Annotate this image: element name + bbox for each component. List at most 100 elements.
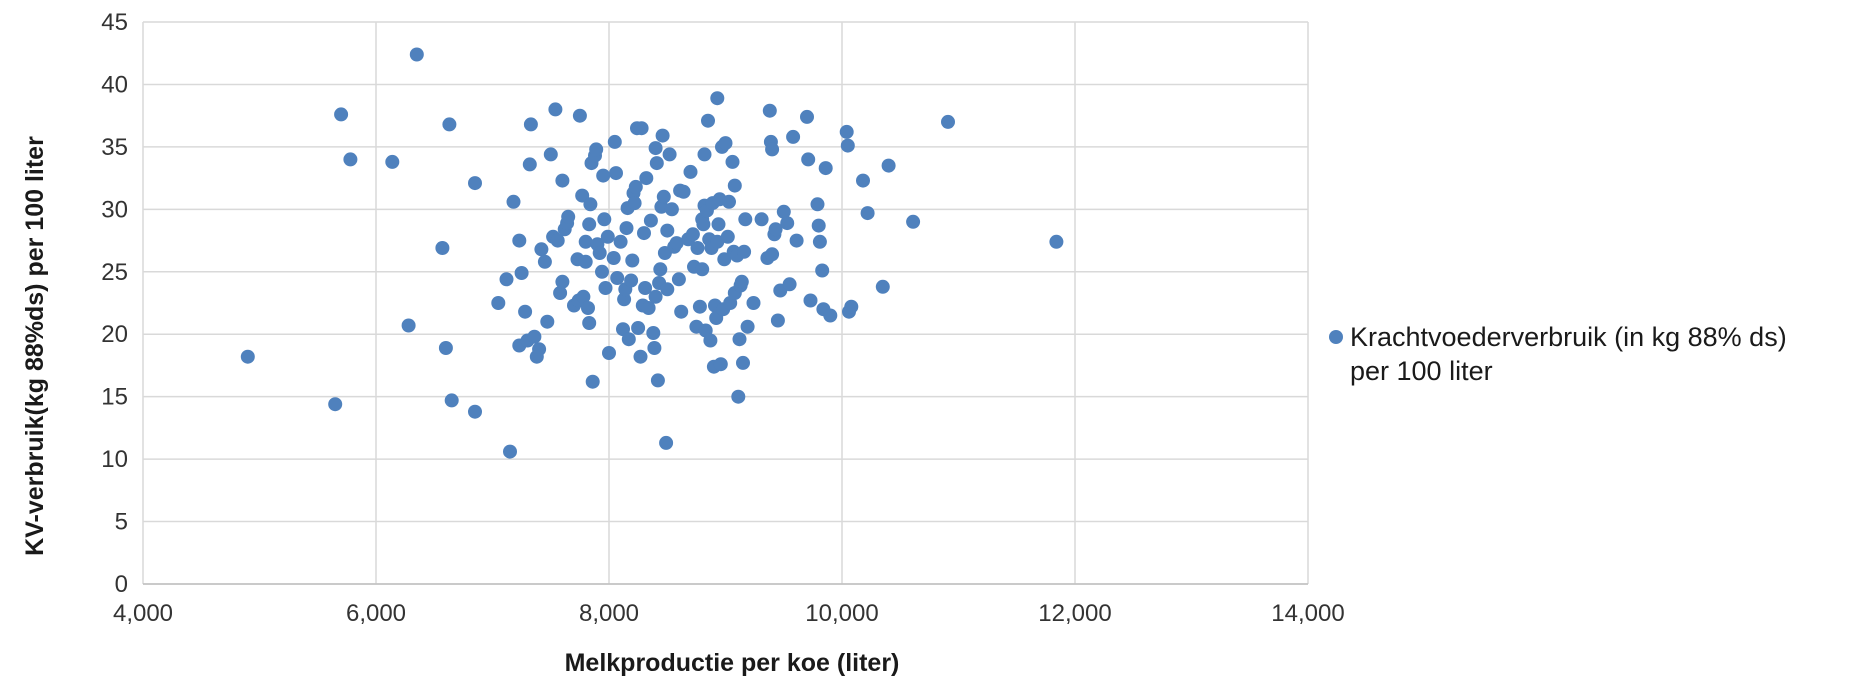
scatter-point — [731, 389, 746, 404]
scatter-point — [518, 304, 533, 319]
scatter-point — [555, 173, 570, 188]
scatter-point — [727, 178, 742, 193]
scatter-point — [401, 318, 416, 333]
scatter-point — [718, 136, 733, 151]
scatter-point — [523, 117, 538, 132]
scatter-point — [540, 314, 555, 329]
scatter-point — [669, 236, 684, 251]
scatter-point — [840, 138, 855, 153]
scatter-point — [818, 161, 833, 176]
scatter-point — [810, 197, 825, 212]
scatter-point — [664, 202, 679, 217]
x-tick-label: 8,000 — [579, 600, 639, 627]
scatter-point — [589, 142, 604, 157]
y-axis-title: KV-verbruik(kg 88%ds) per 100 liter — [21, 136, 49, 556]
scatter-point — [812, 234, 827, 249]
legend-label: Krachtvoederverbruik (in kg 88% ds) per … — [1350, 322, 1794, 386]
scatter-point — [765, 247, 780, 262]
scatter-point — [585, 374, 600, 389]
scatter-point — [575, 188, 590, 203]
scatter-point — [503, 444, 517, 459]
scatter-point — [789, 233, 804, 248]
scatter-point — [656, 189, 671, 204]
scatter-point — [685, 227, 700, 242]
scatter-point — [803, 293, 818, 308]
scatter-point — [619, 221, 634, 236]
scatter-point — [710, 91, 725, 106]
scatter-point — [600, 229, 615, 244]
scatter-point — [550, 233, 565, 248]
scatter-point — [555, 274, 570, 289]
scatter-point — [659, 435, 674, 450]
scatter-point — [634, 121, 649, 136]
scatter-point — [692, 299, 707, 314]
scatter-point — [786, 129, 801, 144]
scatter-point — [572, 108, 587, 123]
scatter-point — [534, 242, 549, 257]
scatter-point — [711, 217, 726, 232]
scatter-point — [643, 213, 658, 228]
scatter-point — [240, 349, 255, 364]
y-tick-label: 30 — [101, 196, 128, 223]
x-tick-labels: 4,000 6,000 8,000 10,000 12,000 14,000 — [113, 600, 1345, 627]
scatter-point — [576, 289, 591, 304]
scatter-point — [532, 342, 547, 357]
x-tick-label: 4,000 — [113, 600, 173, 627]
scatter-point — [491, 296, 506, 310]
scatter-point — [800, 109, 814, 124]
scatter-point — [736, 355, 750, 370]
scatter-point — [596, 168, 611, 183]
scatter-point — [776, 204, 791, 219]
scatter-point — [641, 301, 656, 315]
y-tick-label: 35 — [101, 134, 128, 161]
scatter-point — [438, 341, 453, 355]
scatter-point — [468, 176, 482, 191]
scatter-point — [674, 304, 689, 319]
scatter-point — [537, 254, 552, 269]
scatter-point — [722, 194, 736, 209]
scatter-point — [334, 107, 349, 122]
scatter-point — [631, 321, 646, 335]
y-tick-label: 5 — [115, 509, 128, 536]
scatter-point — [582, 217, 597, 232]
scatter-point — [740, 319, 755, 334]
scatter-point — [613, 234, 628, 249]
scatter-point — [660, 223, 675, 238]
scatter-point — [543, 147, 558, 162]
y-tick-label: 0 — [115, 571, 128, 598]
x-tick-label: 14,000 — [1271, 600, 1344, 627]
scatter-point — [597, 212, 612, 227]
scatter-point — [595, 264, 609, 279]
legend-label-line-2: per 100 liter — [1350, 356, 1493, 386]
scatter-point — [582, 316, 597, 330]
scatter-point — [839, 124, 854, 139]
scatter-point — [676, 184, 691, 199]
scatter-point — [625, 253, 640, 268]
scatter-point — [811, 218, 826, 233]
scatter-point — [512, 233, 527, 248]
scatter-point — [442, 117, 457, 132]
scatter-point — [734, 274, 749, 289]
legend-marker — [1329, 330, 1343, 344]
scatter-point — [628, 179, 643, 194]
scatter-point — [609, 166, 623, 181]
scatter-point — [770, 313, 785, 328]
scatter-point — [627, 196, 642, 211]
scatter-point — [737, 244, 752, 259]
scatter-point — [548, 102, 563, 117]
scatter-point — [765, 142, 780, 157]
scatter-point — [671, 272, 686, 287]
scatter-point — [762, 103, 777, 118]
scatter-point — [409, 47, 424, 62]
scatter-point — [780, 216, 795, 231]
scatter-point — [683, 164, 698, 179]
scatter-point — [633, 349, 648, 364]
y-tick-label: 40 — [101, 71, 128, 98]
scatter-point — [662, 147, 677, 162]
scatter-point — [732, 332, 747, 347]
scatter-point — [941, 114, 955, 129]
scatter-point — [701, 113, 715, 128]
scatter-point — [696, 217, 711, 232]
scatter-point — [860, 206, 875, 221]
